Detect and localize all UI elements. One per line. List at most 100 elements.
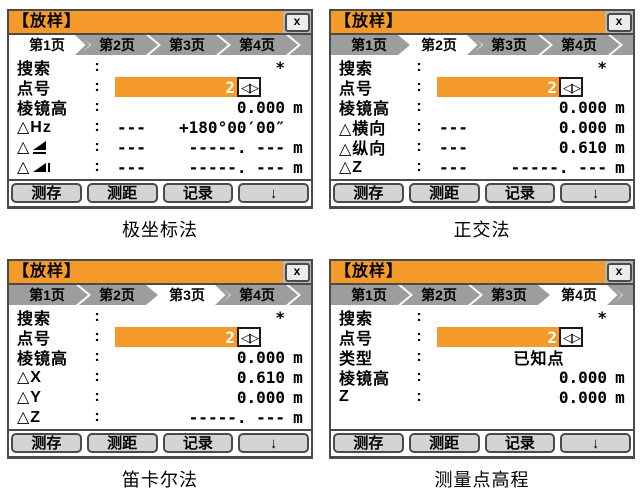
point-id-field[interactable]: 2 [437, 327, 559, 347]
colon: : [416, 58, 422, 75]
row-empty [331, 407, 633, 427]
row-value: * [275, 57, 285, 77]
measure-distance-button[interactable]: 测距 [408, 183, 480, 203]
horizontal-distance-icon [33, 140, 47, 154]
softkey-down-button[interactable]: ↓ [238, 183, 309, 203]
spinner-left-icon[interactable]: ◁ [563, 329, 573, 345]
titlebar: 【放样】 x [9, 11, 311, 35]
row-delta-lateral: △横向 : --- 0.000 m [331, 117, 633, 139]
row-delta-longitudinal: △纵向 : --- 0.610 m [331, 137, 633, 159]
softkey-down-button[interactable]: ↓ [560, 183, 631, 203]
close-button-area: x [283, 261, 311, 283]
unit-label: m [615, 367, 625, 387]
point-id-field[interactable]: 2 [115, 77, 237, 97]
spinner-left-icon[interactable]: ◁ [241, 329, 251, 345]
row-label: 搜索 [17, 61, 52, 78]
measure-distance-button[interactable]: 测距 [86, 183, 158, 203]
row-point-id: 点号 : 2 ◁ ▷ [331, 327, 633, 348]
colon: : [94, 328, 100, 345]
tab-page-4[interactable]: 第4页 [219, 285, 298, 305]
row-value: -----. --- [188, 137, 285, 157]
spinner-left-icon[interactable]: ◁ [241, 79, 251, 95]
point-id-spinner[interactable]: ◁ ▷ [559, 327, 583, 347]
colon: : [416, 78, 422, 95]
titlebar: 【放样】 x [331, 11, 633, 35]
row-point-id: 点号 : 2 ◁ ▷ [9, 77, 311, 98]
point-id-spinner[interactable]: ◁ ▷ [559, 77, 583, 97]
measure-save-button[interactable]: 测存 [11, 183, 82, 203]
record-button[interactable]: 记录 [162, 433, 234, 453]
tab-page-2[interactable]: 第2页 [401, 35, 480, 55]
row-label: 点号 [17, 81, 52, 98]
tab-page-1[interactable]: 第1页 [331, 35, 410, 55]
spinner-right-icon[interactable]: ▷ [571, 329, 581, 345]
close-icon[interactable]: x [284, 12, 310, 32]
tab-page-1[interactable]: 第1页 [9, 35, 88, 55]
tab-bar: 第1页 第2页 第3页 第4页 [9, 285, 311, 305]
stakeout-window-orthogonal: 【放样】 x 第1页 第2页 第3页 第4页 搜索 : * 点号 : 2 ◁ ▷ [329, 9, 635, 209]
colon: : [416, 388, 422, 405]
tab-page-2[interactable]: 第2页 [79, 285, 158, 305]
spinner-right-icon[interactable]: ▷ [571, 79, 581, 95]
close-icon[interactable]: x [606, 262, 632, 282]
row-label: △横向 [339, 121, 387, 138]
unit-label: m [615, 387, 625, 407]
spinner-right-icon[interactable]: ▷ [249, 79, 259, 95]
point-id-field[interactable]: 2 [115, 327, 237, 347]
colon: : [416, 308, 422, 325]
measure-save-button[interactable]: 测存 [333, 433, 404, 453]
tab-page-3[interactable]: 第3页 [149, 285, 228, 305]
row-z: Z : 0.000 m [331, 387, 633, 407]
unit-label: m [293, 387, 303, 407]
measure-distance-button[interactable]: 测距 [86, 433, 158, 453]
unit-label: m [615, 157, 625, 177]
tab-bar: 第1页 第2页 第3页 第4页 [331, 285, 633, 305]
tab-page-3[interactable]: 第3页 [149, 35, 228, 55]
spinner-left-icon[interactable]: ◁ [563, 79, 573, 95]
tab-page-4[interactable]: 第4页 [541, 285, 620, 305]
tab-page-3[interactable]: 第3页 [471, 35, 550, 55]
close-icon[interactable]: x [284, 262, 310, 282]
tab-page-1[interactable]: 第1页 [9, 285, 88, 305]
tab-page-1[interactable]: 第1页 [331, 285, 410, 305]
dash-value: --- [117, 157, 146, 177]
row-label: △ [9, 157, 89, 177]
colon: : [94, 368, 100, 385]
row-point-id: 点号 : 2 ◁ ▷ [9, 327, 311, 348]
record-button[interactable]: 记录 [484, 183, 556, 203]
unit-label: m [615, 137, 625, 157]
dash-value: --- [439, 137, 468, 157]
point-id-field[interactable]: 2 [437, 77, 559, 97]
delta-icon: △ [17, 159, 30, 176]
measure-save-button[interactable]: 测存 [333, 183, 404, 203]
softkey-down-button[interactable]: ↓ [238, 433, 309, 453]
row-label: 点号 [339, 331, 374, 348]
field-rows: 搜索 : * 点号 : 2 ◁ ▷ 棱镜高 : 0.000 m △Hz : [9, 55, 311, 177]
softkey-down-button[interactable]: ↓ [560, 433, 631, 453]
delta-icon: △ [17, 139, 30, 156]
softkey-bar: 测存 测距 记录 ↓ [331, 429, 633, 456]
stakeout-window-cartesian: 【放样】 x 第1页 第2页 第3页 第4页 搜索 : * 点号 : 2 ◁ ▷ [7, 259, 313, 459]
spinner-right-icon[interactable]: ▷ [249, 329, 259, 345]
point-id-spinner[interactable]: ◁ ▷ [237, 77, 261, 97]
tab-page-4[interactable]: 第4页 [219, 35, 298, 55]
unit-label: m [615, 97, 625, 117]
row-value: 0.000 [558, 367, 607, 387]
tab-page-3[interactable]: 第3页 [471, 285, 550, 305]
row-value: 0.000 [558, 387, 607, 407]
row-delta-horizontal-distance: △ : --- -----. --- m [9, 137, 311, 157]
point-id-spinner[interactable]: ◁ ▷ [237, 327, 261, 347]
tab-page-2[interactable]: 第2页 [401, 285, 480, 305]
tab-page-4[interactable]: 第4页 [541, 35, 620, 55]
record-button[interactable]: 记录 [162, 183, 234, 203]
measure-save-button[interactable]: 测存 [11, 433, 82, 453]
record-button[interactable]: 记录 [484, 433, 556, 453]
row-delta-x: △X : 0.610 m [9, 367, 311, 387]
colon: : [416, 348, 422, 365]
close-icon[interactable]: x [606, 12, 632, 32]
colon: : [94, 388, 100, 405]
field-rows: 搜索 : * 点号 : 2 ◁ ▷ 类型 : 已知点 棱镜高 : [331, 305, 633, 427]
tab-page-2[interactable]: 第2页 [79, 35, 158, 55]
row-value: 0.610 [236, 367, 285, 387]
measure-distance-button[interactable]: 测距 [408, 433, 480, 453]
